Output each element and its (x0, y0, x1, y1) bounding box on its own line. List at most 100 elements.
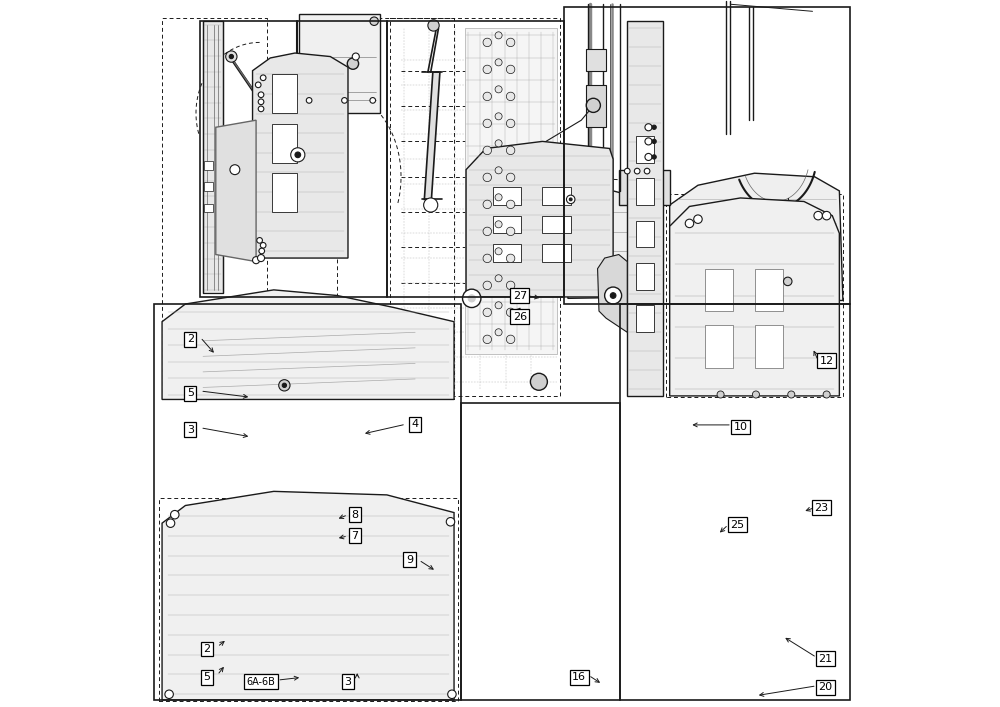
Bar (493, 216, 521, 233)
Polygon shape (162, 290, 454, 399)
Circle shape (468, 295, 475, 302)
Circle shape (506, 119, 515, 128)
Circle shape (483, 254, 492, 262)
Bar (755, 325, 783, 368)
Circle shape (428, 20, 439, 31)
Circle shape (483, 227, 492, 235)
Circle shape (258, 92, 264, 98)
Polygon shape (299, 14, 380, 113)
Bar (154, 304, 461, 700)
Text: 9: 9 (406, 555, 413, 565)
Bar (272, 173, 297, 212)
Circle shape (506, 38, 515, 47)
Bar (542, 244, 571, 262)
Text: 25: 25 (730, 520, 745, 530)
Circle shape (652, 125, 656, 129)
Bar (204, 182, 213, 191)
Bar (493, 187, 521, 205)
Text: 16: 16 (572, 672, 586, 682)
Bar (272, 124, 297, 163)
Circle shape (370, 98, 376, 103)
Polygon shape (568, 191, 656, 298)
Circle shape (506, 146, 515, 155)
Text: 12: 12 (820, 356, 834, 366)
Circle shape (645, 153, 652, 160)
Circle shape (495, 194, 502, 201)
Bar (204, 204, 213, 212)
Circle shape (495, 221, 502, 228)
Circle shape (279, 380, 290, 391)
Polygon shape (619, 170, 670, 205)
Circle shape (463, 289, 481, 308)
Text: 3: 3 (344, 677, 351, 686)
Circle shape (495, 140, 502, 147)
Circle shape (495, 32, 502, 39)
Circle shape (483, 173, 492, 182)
Circle shape (483, 92, 492, 100)
Bar (586, 85, 606, 127)
Circle shape (446, 518, 455, 526)
Circle shape (506, 227, 515, 235)
Text: 5: 5 (203, 672, 210, 682)
Text: 26: 26 (513, 312, 527, 322)
Circle shape (717, 391, 724, 398)
Bar (636, 305, 654, 332)
Text: 8: 8 (352, 510, 359, 520)
Circle shape (495, 302, 502, 309)
Circle shape (260, 243, 266, 248)
Bar (542, 187, 571, 205)
Polygon shape (465, 28, 557, 354)
Text: 3: 3 (187, 425, 194, 435)
Circle shape (569, 198, 572, 201)
Polygon shape (162, 491, 454, 700)
Bar (387, 21, 564, 297)
Bar (461, 403, 620, 700)
Polygon shape (627, 21, 663, 396)
Text: 23: 23 (815, 503, 829, 513)
Circle shape (506, 335, 515, 344)
Circle shape (506, 200, 515, 209)
Circle shape (226, 51, 237, 62)
Polygon shape (424, 72, 440, 199)
Circle shape (495, 86, 502, 93)
Circle shape (166, 519, 175, 527)
Circle shape (347, 58, 359, 69)
Circle shape (483, 200, 492, 209)
Bar (705, 325, 733, 368)
Circle shape (258, 99, 264, 105)
Bar (200, 21, 387, 297)
Circle shape (566, 195, 575, 204)
Bar (636, 221, 654, 247)
Circle shape (652, 139, 656, 144)
Circle shape (291, 148, 305, 162)
Bar (636, 178, 654, 205)
Circle shape (506, 65, 515, 74)
Circle shape (634, 168, 640, 174)
Circle shape (685, 219, 694, 228)
Circle shape (506, 92, 515, 100)
Circle shape (495, 59, 502, 66)
Circle shape (506, 308, 515, 317)
Circle shape (229, 54, 233, 59)
Circle shape (483, 38, 492, 47)
Circle shape (495, 247, 502, 255)
Polygon shape (670, 198, 839, 396)
Circle shape (823, 391, 830, 398)
Circle shape (822, 211, 831, 220)
Bar (204, 161, 213, 170)
Circle shape (306, 98, 312, 103)
Circle shape (255, 82, 261, 88)
Circle shape (506, 281, 515, 290)
Bar (636, 263, 654, 290)
Circle shape (483, 65, 492, 74)
Polygon shape (203, 21, 223, 293)
Bar (755, 269, 783, 311)
Circle shape (483, 119, 492, 128)
Circle shape (784, 277, 792, 286)
Circle shape (694, 215, 702, 223)
Bar (493, 244, 521, 262)
Text: 10: 10 (733, 422, 747, 432)
Circle shape (788, 391, 795, 398)
Circle shape (605, 287, 622, 304)
Circle shape (258, 106, 264, 112)
